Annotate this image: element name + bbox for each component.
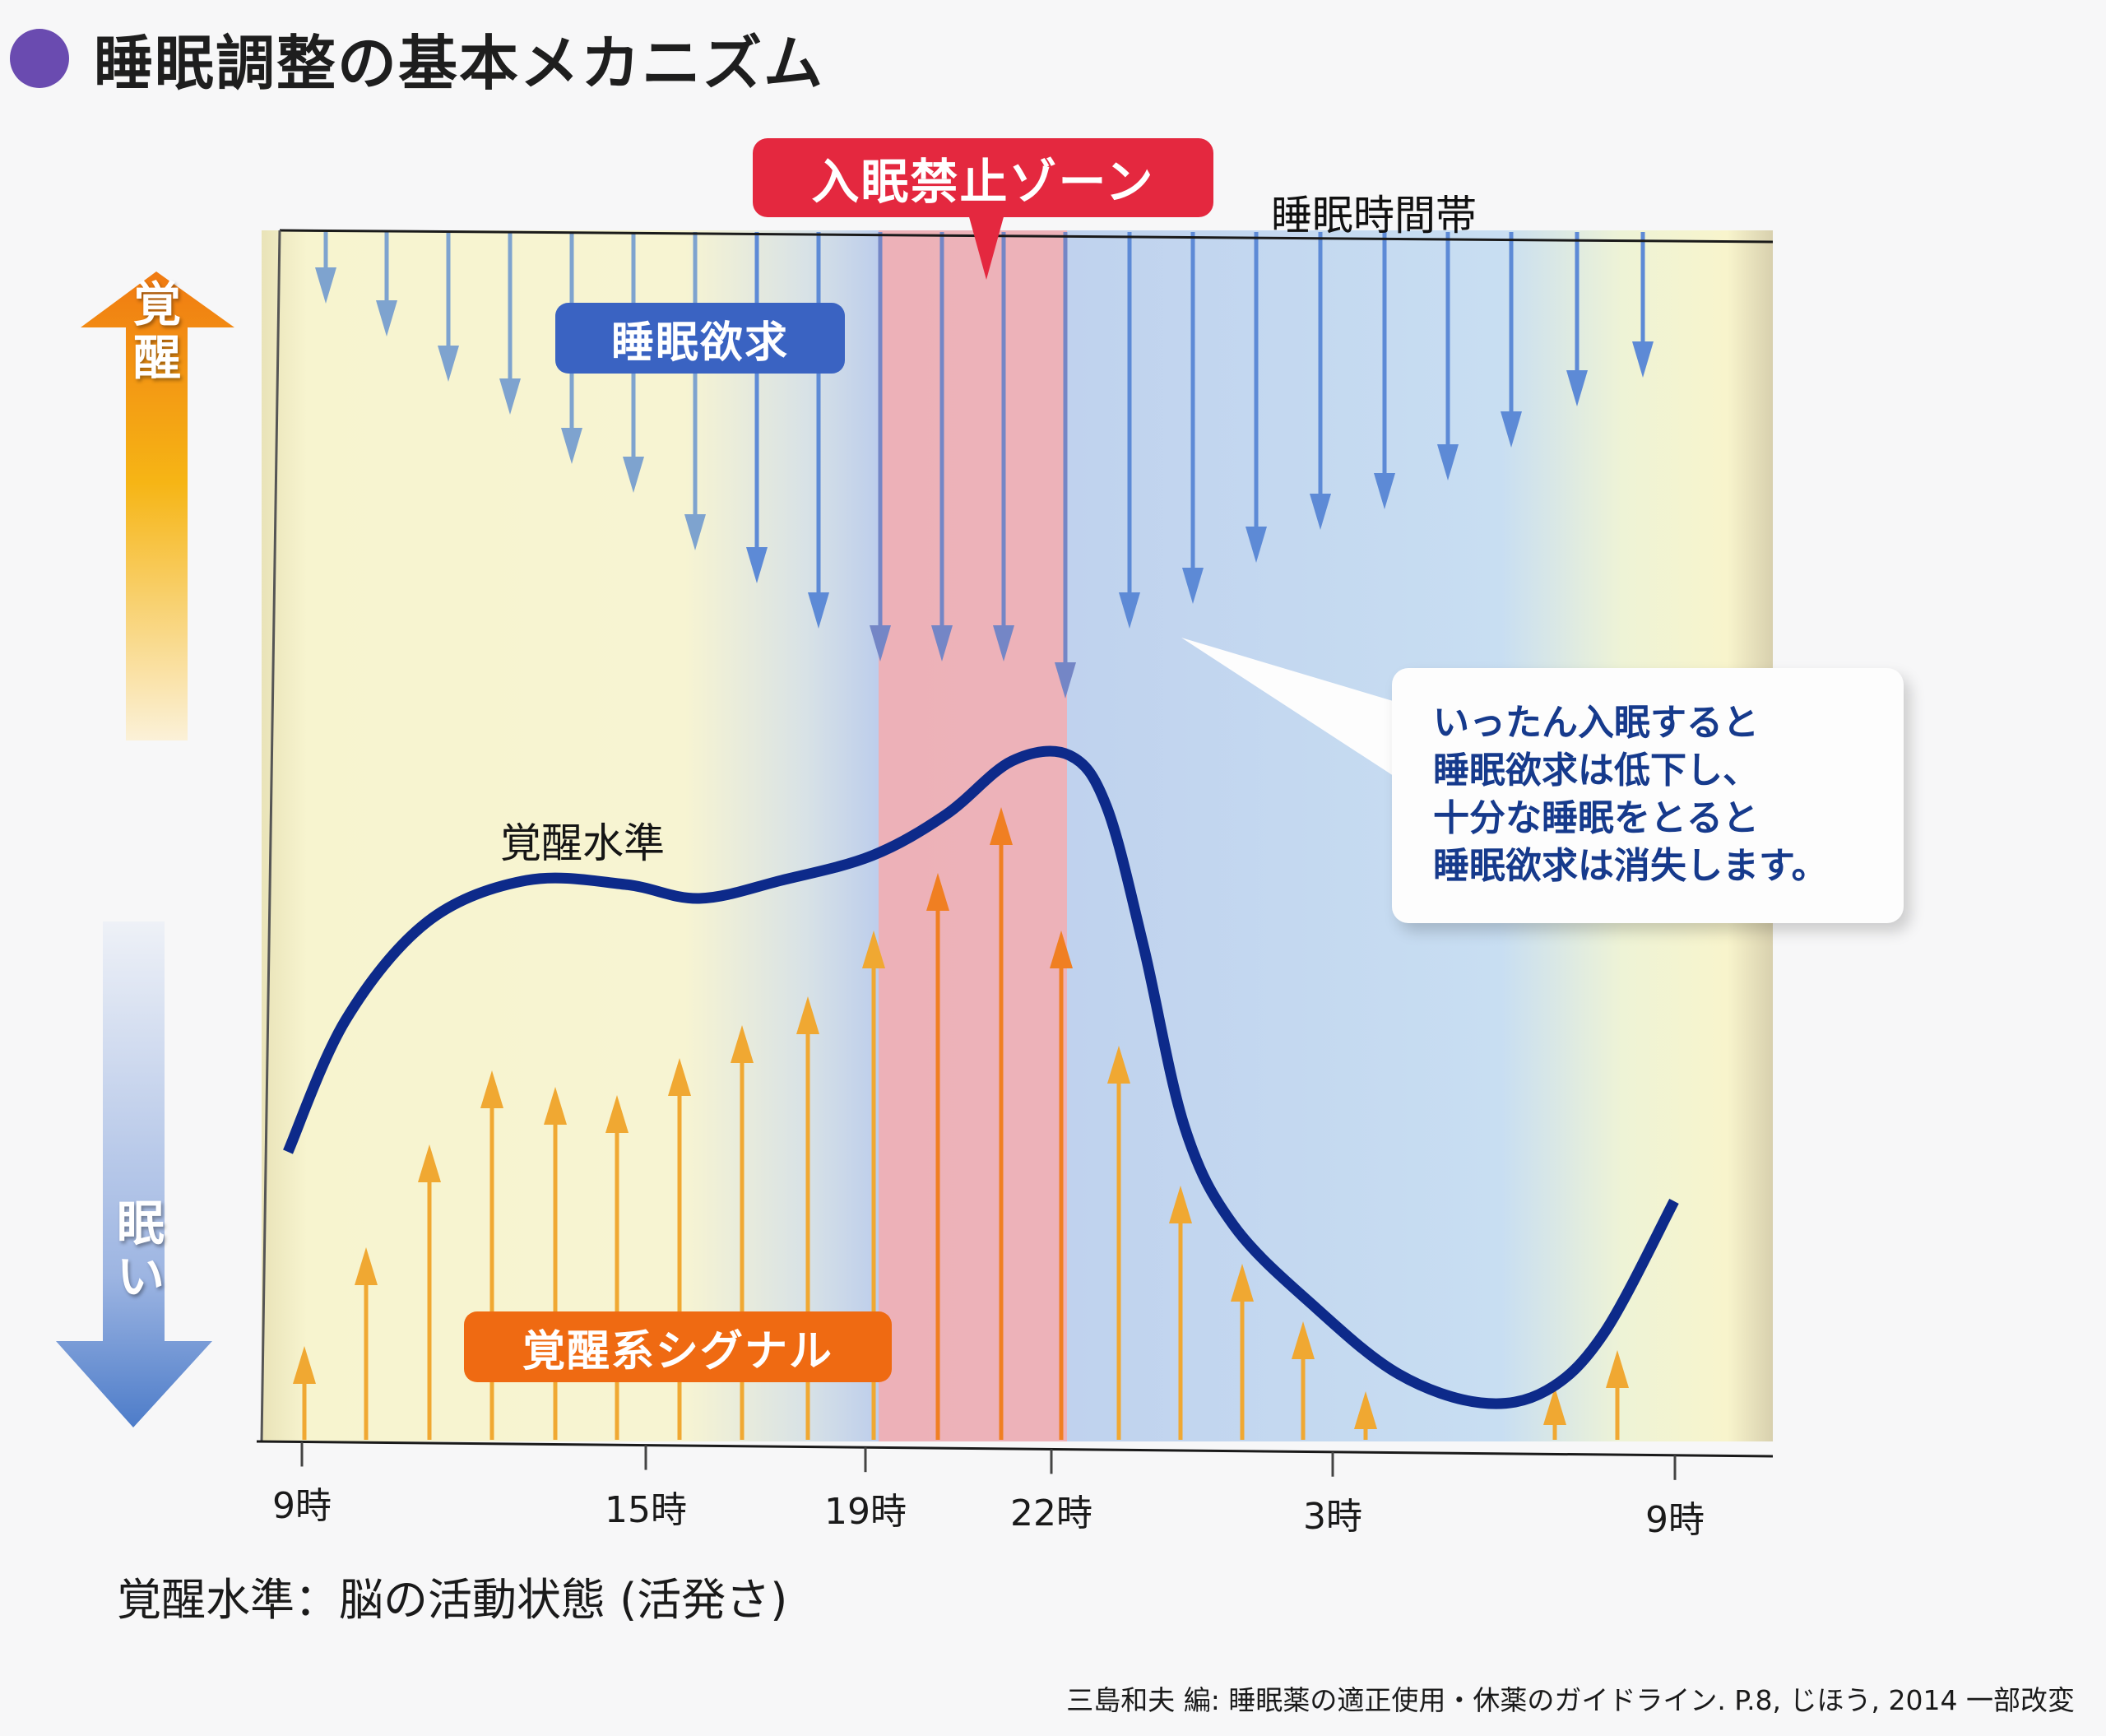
x-tick-label: 3時 (1303, 1495, 1362, 1538)
up-arrow-icon (355, 1247, 378, 1285)
up-arrow-icon (1543, 1387, 1566, 1425)
x-tick-label: 9時 (272, 1485, 332, 1528)
plot-top-border (279, 229, 1774, 244)
axis-label-sleepy: 眠い (108, 1197, 174, 1304)
callout-pointer-icon (1181, 638, 1415, 790)
down-arrow-icon (1119, 592, 1140, 629)
footnote: 覚醒水準：脳の活動状態 (活発さ) (117, 1574, 788, 1626)
down-arrow-icon (931, 625, 953, 661)
down-arrow-icon (684, 514, 706, 550)
arousal-level-label: 覚醒水準 (500, 819, 665, 867)
x-tick-label: 9時 (1645, 1498, 1705, 1541)
up-arrow-icon (990, 807, 1013, 845)
plot-left-border (260, 230, 281, 1442)
down-arrow-icon (499, 378, 521, 415)
down-arrow-icon (376, 300, 397, 337)
no-sleep-zone-label: 入眠禁止ゾーン (753, 138, 1213, 280)
arousal-signal-label: 覚醒系シグナル (464, 1311, 892, 1382)
arousal-sleepiness-axis (56, 272, 234, 1427)
up-arrow-icon (1292, 1321, 1315, 1359)
callout-line: 十分な睡眠をとると (1433, 797, 1759, 840)
explanation-callout: いったん入眠すると 睡眠欲求は低下し、 十分な睡眠をとると 睡眠欲求は消失します… (1392, 668, 1904, 923)
down-arrow-icon (1566, 370, 1588, 406)
up-arrow-icon (668, 1058, 691, 1096)
up-arrow-icon (796, 996, 819, 1034)
down-arrow-icon (1374, 473, 1395, 509)
axis-down-text: 眠い (116, 1195, 165, 1305)
down-arrow-icon (315, 267, 336, 304)
sleep-drive-label: 睡眠欲求 (555, 303, 845, 374)
page-title: 睡眠調整の基本メカニズム (10, 15, 824, 101)
x-tick-label: 19時 (824, 1491, 907, 1534)
sleep-time-band-label: 睡眠時間帯 (1271, 192, 1477, 239)
up-arrow-icon (926, 873, 949, 911)
up-arrow-icon (293, 1346, 316, 1384)
down-arrow-icon (1182, 568, 1204, 604)
down-arrow-icon (623, 457, 644, 493)
down-arrow-icon (438, 346, 459, 382)
callout-line: 睡眠欲求は消失します。 (1433, 845, 1828, 888)
no-sleep-zone-text: 入眠禁止ゾーン (811, 154, 1155, 210)
down-arrow-icon (1437, 444, 1459, 480)
callout-line: 睡眠欲求は低下し、 (1433, 750, 1759, 792)
x-tick-label: 22時 (1010, 1492, 1092, 1535)
arousal-up-arrow-icon (81, 272, 234, 740)
x-axis-line (256, 1440, 1774, 1458)
up-arrow-icon (544, 1087, 567, 1125)
up-arrow-icon (1231, 1264, 1254, 1302)
down-arrow-icon (1632, 341, 1654, 378)
up-arrow-icon (605, 1095, 629, 1133)
up-arrow-icon (418, 1144, 441, 1182)
callout-pointer-icon (968, 214, 1004, 280)
up-arrow-icon (1050, 931, 1073, 968)
down-arrow-icon (1501, 411, 1522, 448)
down-arrow-icon (870, 625, 891, 661)
bullet-dot-icon (10, 28, 69, 88)
down-arrow-icon (746, 547, 768, 583)
down-arrow-icon (808, 592, 829, 629)
sleepy-down-arrow-icon (56, 921, 212, 1427)
axis-label-arousal: 覚醒 (124, 278, 190, 385)
down-arrow-icon (1246, 527, 1267, 563)
down-arrow-icon (1055, 662, 1076, 699)
x-tick-label: 15時 (605, 1488, 687, 1531)
down-arrow-icon (1310, 494, 1331, 530)
up-arrow-icon (862, 931, 885, 968)
up-arrow-icon (1169, 1186, 1192, 1223)
up-arrow-icon (1354, 1391, 1377, 1429)
citation: 三島和夫 編: 睡眠薬の適正使用・休薬のガイドライン. P.8, じほう, 20… (1066, 1684, 2075, 1716)
arousal-level-curve (283, 745, 1679, 1409)
up-arrow-icon (1606, 1350, 1629, 1388)
down-arrow-icon (561, 428, 582, 464)
up-arrow-icon (1107, 1046, 1130, 1084)
axis-up-text: 覚醒 (132, 276, 181, 386)
down-arrow-icon (993, 625, 1014, 661)
up-arrow-icon (731, 1025, 754, 1063)
title-text: 睡眠調整の基本メカニズム (94, 29, 825, 98)
up-arrow-icon (480, 1070, 503, 1108)
callout-line: いったん入眠すると (1433, 702, 1759, 744)
